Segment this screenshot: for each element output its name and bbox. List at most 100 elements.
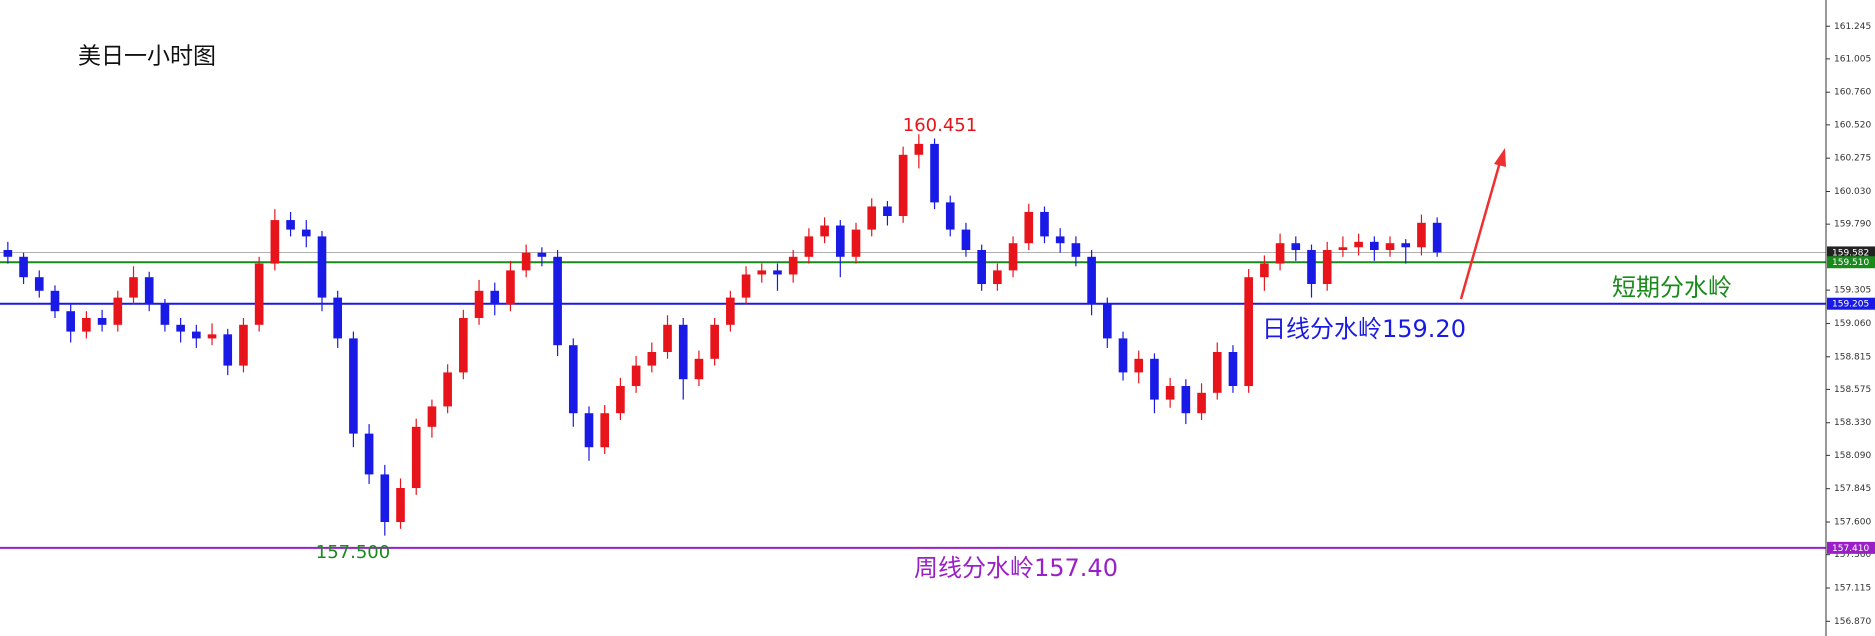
candle-body xyxy=(521,252,531,271)
candle-body xyxy=(333,297,343,339)
candle-body xyxy=(1008,243,1018,271)
candle-body xyxy=(568,345,578,414)
candle-body xyxy=(930,143,939,203)
candle-body xyxy=(1244,277,1253,387)
y-tick-label: 160.275 xyxy=(1834,154,1871,164)
candle-body xyxy=(50,290,60,312)
candle-body xyxy=(1370,241,1379,250)
candle-body xyxy=(553,256,562,346)
y-tick-label: 160.760 xyxy=(1834,88,1871,98)
level-tag-label: 157.410 xyxy=(1832,544,1869,554)
candle-body xyxy=(192,331,201,339)
candle-body xyxy=(3,249,13,257)
candle-body xyxy=(364,433,374,475)
candle-body xyxy=(349,338,358,434)
candle-body xyxy=(427,406,437,427)
candle-body xyxy=(710,324,719,359)
candle-body xyxy=(34,277,44,291)
level-tag xyxy=(1827,246,1875,259)
y-tick-label: 160.520 xyxy=(1834,120,1871,130)
y-tick-label: 158.330 xyxy=(1834,418,1871,428)
candle-body xyxy=(396,488,405,523)
candle-body xyxy=(176,324,185,332)
candle-body xyxy=(1401,243,1411,248)
candle-body xyxy=(678,324,688,380)
candle-body xyxy=(647,352,657,366)
peak-label: 160.451 xyxy=(903,115,977,136)
candle-body xyxy=(993,270,1002,284)
candle-body xyxy=(1197,392,1206,414)
candle-body xyxy=(1150,358,1159,400)
candle-body xyxy=(239,324,248,366)
candle-body xyxy=(804,236,814,257)
y-tick-label: 158.815 xyxy=(1834,352,1871,362)
candle-body xyxy=(867,206,877,230)
level-tag-label: 159.205 xyxy=(1832,300,1869,310)
candle-body xyxy=(898,154,908,216)
candle-body xyxy=(459,318,468,373)
y-tick-label: 157.360 xyxy=(1834,550,1871,560)
y-tick-label: 161.005 xyxy=(1834,54,1871,64)
candle-body xyxy=(600,413,610,448)
candle-body xyxy=(1212,352,1222,393)
weekly-label: 周线分水岭157.40 xyxy=(914,554,1118,582)
plot xyxy=(0,134,1826,549)
candle-body xyxy=(1291,243,1301,250)
y-tick-label: 160.030 xyxy=(1834,187,1871,197)
y-tick-label: 159.060 xyxy=(1834,319,1871,329)
candle-body xyxy=(474,290,484,318)
candle-body xyxy=(820,225,829,237)
candle-body xyxy=(616,386,625,414)
candle-body xyxy=(97,318,107,325)
candle-body xyxy=(1181,386,1191,414)
candle-body xyxy=(113,297,123,325)
level-tag xyxy=(1827,541,1875,554)
candle-body xyxy=(851,229,861,257)
y-tick-label: 157.115 xyxy=(1834,583,1871,593)
y-tick-label: 157.845 xyxy=(1834,484,1871,494)
trough-label: 157.500 xyxy=(316,542,390,563)
candle-body xyxy=(631,365,641,387)
candle-body xyxy=(317,236,327,298)
y-tick-label: 157.600 xyxy=(1834,518,1871,528)
level-tag-label: 159.510 xyxy=(1832,258,1869,268)
y-tick-label: 159.790 xyxy=(1834,220,1871,230)
candle-body xyxy=(1260,263,1269,278)
candle-body xyxy=(1134,358,1144,373)
candle-body xyxy=(1354,241,1363,248)
candle-body xyxy=(663,324,672,353)
candle-body xyxy=(757,270,767,275)
candle-body xyxy=(301,229,311,237)
candle-body xyxy=(286,220,295,230)
candle-body xyxy=(1338,247,1348,250)
candle-body xyxy=(773,270,782,275)
candle-body xyxy=(66,311,75,332)
candle-body xyxy=(961,229,971,250)
candle-body xyxy=(726,297,735,325)
candle-body xyxy=(1228,352,1238,387)
level-tag xyxy=(1827,256,1875,269)
y-tick-label: 158.575 xyxy=(1834,385,1871,395)
candle-body xyxy=(1102,304,1112,339)
y-tick-label: 161.245 xyxy=(1834,22,1871,32)
candle-body xyxy=(1432,222,1442,253)
candle-body xyxy=(144,277,154,305)
candle-body xyxy=(741,274,751,298)
candle-body xyxy=(1165,386,1175,400)
candle-body xyxy=(411,426,421,489)
candle-body xyxy=(82,318,91,332)
candle-body xyxy=(160,304,170,325)
candle-body xyxy=(537,252,547,257)
candle-body xyxy=(1322,249,1332,284)
candle-body xyxy=(443,372,452,407)
candle-body xyxy=(19,256,28,278)
short-term-label: 短期分水岭 xyxy=(1612,274,1732,302)
y-tick-label: 158.090 xyxy=(1834,451,1871,461)
candle-body xyxy=(977,249,986,284)
candle-body xyxy=(223,334,233,366)
candle-body xyxy=(1417,222,1426,248)
candle-body xyxy=(207,334,217,339)
y-tick-label: 156.870 xyxy=(1834,617,1871,627)
candle-body xyxy=(835,225,845,257)
